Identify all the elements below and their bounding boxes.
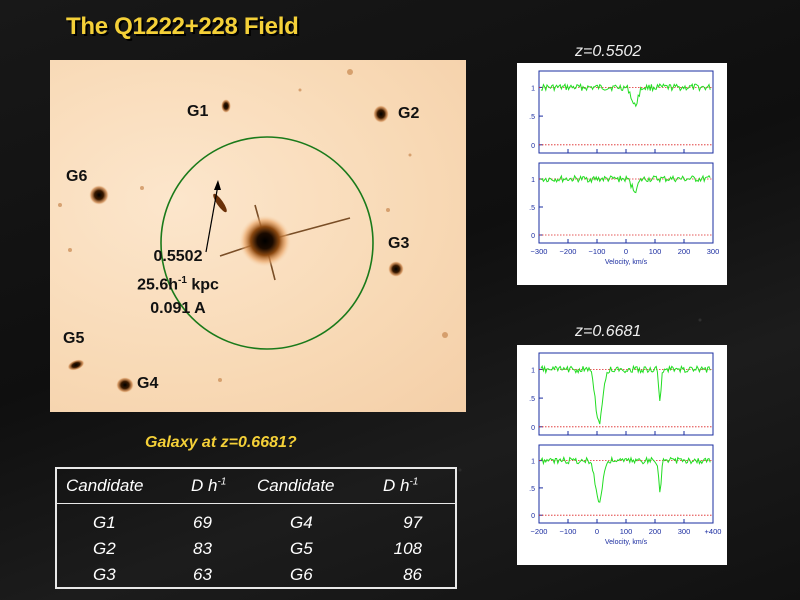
x-tick-label: −200 bbox=[560, 247, 577, 256]
galaxy-label-g6: G6 bbox=[66, 168, 88, 185]
table-cell: 83 bbox=[193, 539, 212, 558]
y-tick-label: 1 bbox=[531, 459, 535, 466]
slide-title: The Q1222+228 Field bbox=[66, 13, 299, 40]
absorber-equivalent-width: 0.091 A bbox=[150, 300, 206, 318]
x-tick-label: 300 bbox=[707, 247, 720, 256]
question-text: Galaxy at z=0.6681? bbox=[145, 434, 297, 451]
spectrum-line bbox=[540, 174, 711, 194]
x-tick-label: −100 bbox=[589, 247, 606, 256]
galaxy-label-g3: G3 bbox=[388, 235, 410, 252]
table-cell: 69 bbox=[193, 513, 212, 532]
header-distance-1: D h-1 bbox=[191, 476, 226, 496]
table-cell: G6 bbox=[290, 565, 313, 584]
x-axis-label: Velocity, km/s bbox=[605, 539, 648, 546]
header-distance-1-exp: -1 bbox=[217, 476, 227, 488]
spectrum-plot-1: 1 .5 0 1 .5 0 −300 −200 −100 0 100 200 300 Velocity, … bbox=[529, 70, 720, 266]
absorber-redshift: 0.5502 bbox=[153, 248, 203, 265]
x-tick-label: −100 bbox=[560, 527, 577, 536]
y-tick-label: 0 bbox=[531, 143, 535, 150]
table-cell: G1 bbox=[93, 513, 116, 532]
header-candidate-1: Candidate bbox=[66, 476, 144, 495]
table-cell: 108 bbox=[393, 539, 422, 558]
header-distance-2-text: D h bbox=[383, 476, 410, 495]
y-tick-label: 0 bbox=[531, 425, 535, 432]
table-cell: G3 bbox=[93, 565, 116, 584]
header-distance-2: D h-1 bbox=[383, 476, 418, 496]
spectrum-panel-1: 1 .5 0 1 .5 0 −300 −200 −100 0 100 200 300 Velocity, … bbox=[517, 63, 727, 285]
table-cell: 86 bbox=[403, 565, 422, 584]
table-cell: G4 bbox=[290, 513, 313, 532]
header-candidate-2: Candidate bbox=[257, 476, 335, 495]
y-tick-label: .5 bbox=[529, 114, 535, 121]
table-cell: G2 bbox=[93, 539, 116, 558]
x-tick-label: 100 bbox=[620, 527, 633, 536]
x-tick-label: −200 bbox=[531, 527, 548, 536]
x-tick-label: +400 bbox=[705, 527, 722, 536]
x-tick-label: 0 bbox=[595, 527, 599, 536]
header-distance-2-exp: -1 bbox=[409, 476, 419, 488]
table-cell: G5 bbox=[290, 539, 313, 558]
spectrum-z-label-1: z=0.5502 bbox=[575, 43, 642, 60]
y-tick-label: 1 bbox=[531, 367, 535, 374]
y-tick-label: 1 bbox=[531, 85, 535, 92]
header-distance-1-text: D h bbox=[191, 476, 218, 495]
spectrum-plot-2: 1 .5 0 1 .5 0 −200 −100 0 100 200 300 +400 Velocity, … bbox=[529, 352, 722, 546]
x-tick-label: 0 bbox=[624, 247, 628, 256]
x-tick-label: 200 bbox=[678, 247, 691, 256]
y-tick-label: 1 bbox=[531, 177, 535, 184]
candidate-table: Candidate D h-1 Candidate D h-1 G1 69 G4… bbox=[55, 467, 457, 589]
y-tick-label: .5 bbox=[529, 205, 535, 212]
x-axis-label: Velocity, km/s bbox=[605, 259, 648, 266]
x-tick-label: 200 bbox=[649, 527, 662, 536]
y-tick-label: 0 bbox=[531, 233, 535, 240]
x-tick-label: −300 bbox=[531, 247, 548, 256]
field-image-drawing bbox=[58, 69, 448, 393]
y-tick-label: .5 bbox=[529, 486, 535, 493]
galaxy-label-g5: G5 bbox=[63, 330, 85, 347]
x-tick-label: 100 bbox=[649, 247, 662, 256]
distance-value: 25.6h bbox=[137, 276, 178, 294]
galaxy-label-g2: G2 bbox=[398, 105, 420, 122]
distance-unit: kpc bbox=[186, 276, 219, 294]
y-tick-label: .5 bbox=[529, 396, 535, 403]
galaxy-label-g4: G4 bbox=[137, 375, 159, 392]
galaxy-label-g1: G1 bbox=[187, 103, 209, 120]
y-tick-label: 0 bbox=[531, 513, 535, 520]
table-cell: 97 bbox=[403, 513, 422, 532]
table-cell: 63 bbox=[193, 565, 212, 584]
absorber-distance: 25.6h-1 kpc bbox=[118, 269, 238, 297]
field-image: G1 G2 G3 G4 G5 G6 0.5502 25.6h-1 kpc 0.0… bbox=[50, 60, 466, 412]
table-header-rule bbox=[57, 503, 455, 504]
spectrum-line bbox=[540, 364, 711, 425]
spectrum-frame bbox=[538, 352, 714, 436]
distance-exponent: -1 bbox=[178, 275, 187, 286]
absorber-annotation: 0.5502 25.6h-1 kpc 0.091 A bbox=[118, 245, 238, 321]
spectrum-line bbox=[540, 82, 711, 108]
spectrum-line bbox=[540, 455, 711, 503]
spectrum-z-label-2: z=0.6681 bbox=[575, 323, 642, 340]
spectrum-frame bbox=[538, 444, 714, 524]
spectrum-panel-2: 1 .5 0 1 .5 0 −200 −100 0 100 200 300 +400 Velocity, … bbox=[517, 345, 727, 565]
spectrum-frame bbox=[538, 162, 714, 244]
x-tick-label: 300 bbox=[678, 527, 691, 536]
